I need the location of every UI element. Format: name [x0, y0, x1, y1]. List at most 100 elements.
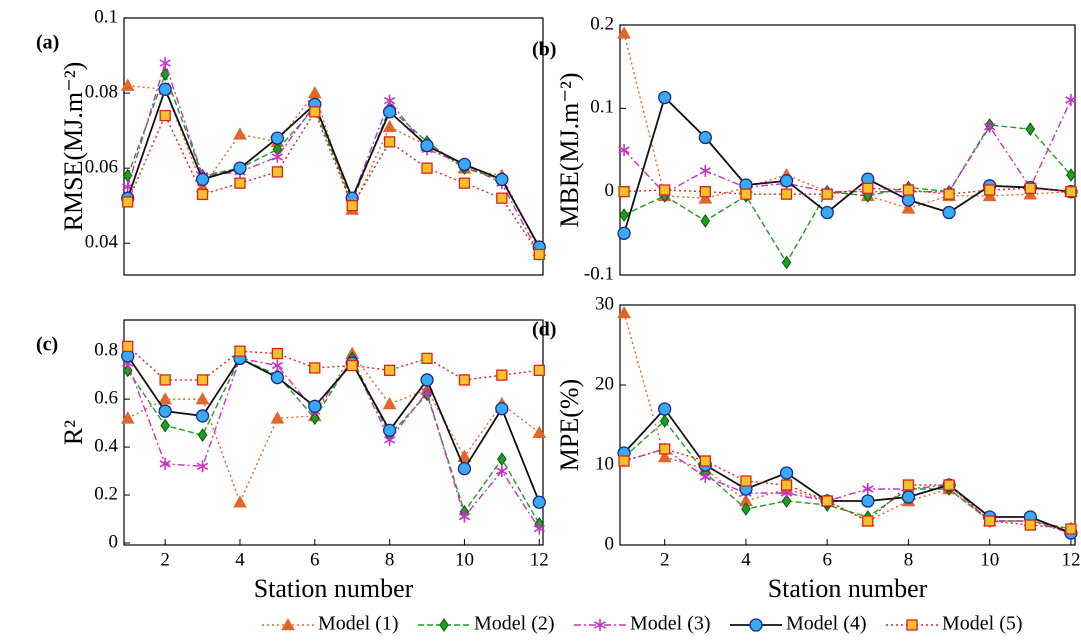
- x-tick-label: 4: [741, 549, 751, 570]
- marker: [1024, 519, 1036, 531]
- marker: [421, 352, 433, 365]
- marker: [740, 475, 752, 487]
- series-line: [623, 95, 1072, 234]
- marker: [699, 186, 711, 198]
- y-tick-label: 0.4: [94, 435, 118, 456]
- marker: [740, 188, 752, 200]
- y-tick-label: 0.2: [94, 483, 118, 504]
- marker: [862, 182, 874, 194]
- marker: [271, 166, 284, 178]
- series-line: [623, 419, 1072, 530]
- marker: [779, 174, 794, 188]
- marker: [658, 90, 672, 105]
- marker: [532, 495, 546, 509]
- y-axis-title: R²: [59, 420, 88, 445]
- y-axis-title: MBE(MJ.m⁻²): [555, 72, 584, 227]
- y-tick-label: 10: [595, 453, 614, 474]
- marker: [618, 186, 630, 198]
- marker: [700, 213, 711, 228]
- marker: [617, 305, 631, 319]
- y-tick-label: -0.1: [584, 263, 614, 284]
- x-tick-label: 6: [310, 549, 320, 570]
- y-tick-label: 0.08: [85, 81, 118, 102]
- x-tick-label: 2: [660, 549, 670, 570]
- marker-stroke: [618, 146, 630, 154]
- series-line: [127, 356, 540, 525]
- y-tick-label: 0.06: [85, 157, 118, 178]
- marker: [943, 188, 955, 200]
- marker: [234, 345, 246, 357]
- marker: [159, 374, 171, 386]
- marker: [533, 364, 545, 377]
- marker: [532, 425, 547, 438]
- marker-stroke: [159, 59, 171, 67]
- marker: [309, 411, 320, 426]
- series-line: [127, 352, 540, 505]
- marker: [699, 164, 711, 177]
- marker-stroke: [159, 460, 171, 468]
- marker: [233, 127, 247, 140]
- marker: [780, 479, 793, 491]
- marker: [439, 618, 449, 632]
- marker: [659, 443, 671, 455]
- y-tick-label: 0.1: [590, 97, 614, 118]
- y-axis-title: RMSE(MJ.m⁻²): [59, 62, 88, 232]
- plot-frame: [619, 24, 1076, 276]
- y-tick-label: 0.6: [94, 387, 118, 408]
- marker: [458, 374, 471, 386]
- marker: [270, 370, 285, 385]
- marker: [233, 495, 247, 508]
- marker: [861, 494, 875, 508]
- marker: [159, 57, 171, 70]
- marker: [618, 455, 630, 467]
- series-line: [623, 448, 1072, 530]
- marker: [901, 193, 916, 207]
- series-line: [127, 345, 540, 381]
- marker: [281, 617, 295, 631]
- marker: [197, 428, 208, 442]
- marker-stroke: [383, 436, 396, 444]
- marker-stroke: [699, 167, 711, 175]
- marker: [779, 466, 794, 480]
- marker: [308, 399, 322, 413]
- x-tick-label: 12: [530, 549, 549, 570]
- marker: [533, 522, 545, 535]
- marker: [496, 369, 508, 381]
- marker: [307, 86, 322, 99]
- marker: [906, 619, 918, 631]
- marker: [496, 192, 508, 204]
- marker: [1025, 122, 1036, 137]
- series-line: [623, 407, 1072, 534]
- series-line: [623, 99, 1072, 195]
- marker: [658, 402, 672, 416]
- marker: [234, 177, 246, 189]
- marker: [457, 462, 472, 476]
- marker: [533, 248, 545, 261]
- marker: [458, 510, 471, 523]
- marker-stroke: [458, 512, 471, 521]
- marker-stroke: [594, 621, 606, 629]
- marker: [346, 200, 358, 212]
- legend-label: Model (3): [630, 613, 711, 635]
- marker: [195, 409, 210, 423]
- plot-frame: [619, 304, 1076, 546]
- marker-stroke: [984, 122, 996, 131]
- marker: [382, 105, 397, 119]
- marker-stroke: [122, 183, 134, 191]
- marker: [122, 196, 134, 208]
- marker: [984, 515, 996, 527]
- marker: [159, 457, 171, 470]
- panel-label: (a): [36, 32, 59, 54]
- marker: [160, 418, 170, 433]
- y-tick-label: 0.04: [85, 232, 119, 253]
- marker: [699, 471, 711, 483]
- marker: [942, 205, 956, 220]
- marker-stroke: [862, 485, 874, 493]
- panel-label: (b): [532, 39, 556, 61]
- x-tick-label: 12: [1061, 549, 1080, 570]
- marker: [781, 255, 792, 270]
- plot-frame: [123, 17, 544, 276]
- legend-label: Model (2): [474, 613, 555, 635]
- marker: [741, 502, 751, 516]
- marker-stroke: [383, 96, 396, 105]
